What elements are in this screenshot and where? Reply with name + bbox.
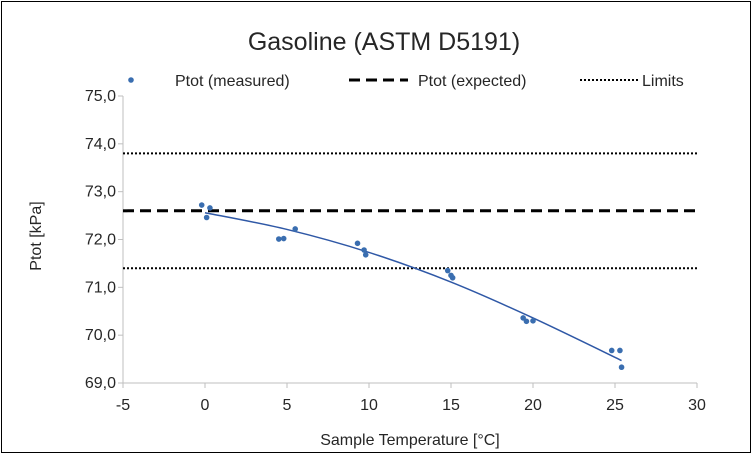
data-point <box>617 347 623 354</box>
data-point <box>198 202 205 208</box>
data-point <box>362 252 369 258</box>
x-tick-label: -5 <box>116 397 130 414</box>
data-point <box>280 235 287 242</box>
y-tick-label: 74,0 <box>85 136 116 153</box>
data-point <box>530 318 536 324</box>
x-tick-label: 5 <box>283 397 292 414</box>
data-point <box>444 267 451 274</box>
y-tick-label: 70,0 <box>85 327 116 344</box>
legend-marker-measured <box>128 77 134 83</box>
legend-label-measured: Ptot (measured) <box>175 73 290 90</box>
data-point <box>449 274 456 281</box>
x-tick-label: 10 <box>360 397 378 414</box>
data-point <box>608 347 615 354</box>
data-point <box>361 247 367 253</box>
y-tick-label: 73,0 <box>85 184 116 201</box>
x-tick-label: 25 <box>606 397 624 414</box>
legend-label-limits: Limits <box>642 73 684 90</box>
y-tick-label: 72,0 <box>85 232 116 249</box>
trendline <box>204 211 622 362</box>
y-tick-label: 69,0 <box>85 375 116 392</box>
y-tick-label: 71,0 <box>85 279 116 296</box>
data-point <box>354 240 361 247</box>
data-point <box>276 236 282 242</box>
x-tick-label: 30 <box>688 397 706 414</box>
chart-title: Gasoline (ASTM D5191) <box>248 28 520 56</box>
data-point <box>523 318 530 325</box>
x-tick-label: 0 <box>201 397 210 414</box>
data-point <box>203 214 210 221</box>
plot-area: 69,0 70,0 71,0 72,0 73,0 74,0 75,0 -5 0 5 10 15 20 25… <box>85 88 706 414</box>
data-point <box>207 205 213 211</box>
data-point <box>292 226 299 232</box>
legend: Ptot (measured) Ptot (expected) Limits <box>128 73 684 90</box>
x-tick-label: 20 <box>524 397 542 414</box>
x-axis-label: Sample Temperature [°C] <box>320 432 500 449</box>
y-axis-label: Ptot [kPa] <box>28 201 45 270</box>
legend-label-expected: Ptot (expected) <box>418 73 527 90</box>
x-tick-label: 15 <box>442 397 460 414</box>
data-point <box>618 364 625 371</box>
y-tick-label: 75,0 <box>85 88 116 105</box>
